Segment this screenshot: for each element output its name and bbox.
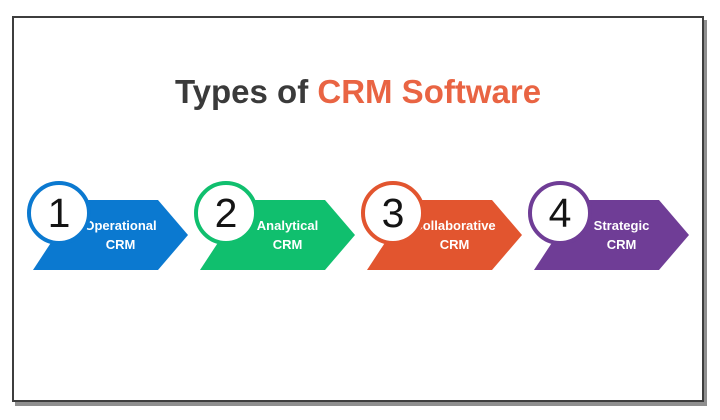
- step-label-line2: CRM: [272, 237, 303, 252]
- step-number-circle: 2: [194, 181, 258, 245]
- title-highlight: CRM Software: [317, 73, 542, 110]
- arrow-shape: Operational CRM: [33, 200, 188, 270]
- step-number: 2: [214, 189, 238, 236]
- step-label-line2: CRM: [439, 237, 470, 252]
- step-label-line1: Collaborative: [413, 218, 496, 233]
- step-number-circle: 1: [27, 181, 91, 245]
- step-analytical-crm: Analytical CRM 2: [194, 181, 389, 276]
- step-label: Analytical CRM: [200, 216, 355, 254]
- step-label-line2: CRM: [105, 237, 136, 252]
- step-strategic-crm: Strategic CRM 4: [528, 181, 720, 276]
- step-number-circle: 3: [361, 181, 425, 245]
- step-number: 3: [381, 189, 405, 236]
- step-label-line1: Analytical: [256, 218, 319, 233]
- step-number-circle: 4: [528, 181, 592, 245]
- step-label: Strategic CRM: [534, 216, 689, 254]
- step-number: 4: [548, 189, 572, 236]
- step-label-line1: Strategic: [593, 218, 650, 233]
- page-title: Types of CRM Software: [14, 73, 702, 110]
- step-number: 1: [47, 189, 71, 236]
- step-operational-crm: Operational CRM 1: [27, 181, 222, 276]
- step-label: Collaborative CRM: [367, 216, 522, 254]
- title-prefix: Types of: [174, 73, 309, 110]
- step-label-line1: Operational: [84, 218, 157, 233]
- step-collaborative-crm: Collaborative CRM 3: [361, 181, 556, 276]
- step-label: Operational CRM: [33, 216, 188, 254]
- step-label-line2: CRM: [606, 237, 637, 252]
